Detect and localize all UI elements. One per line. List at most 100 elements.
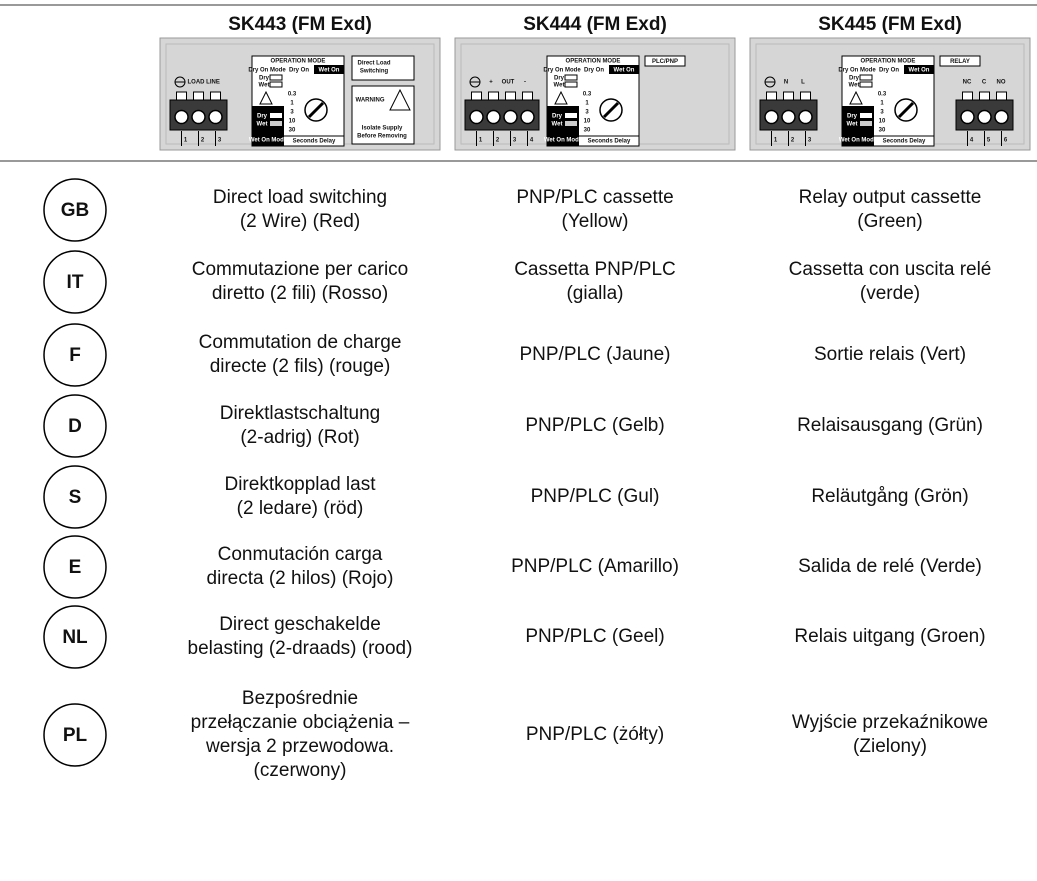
- panel-label: 5: [987, 138, 991, 144]
- terminal-screw: [977, 109, 992, 125]
- panel-label: RELAY: [950, 59, 970, 65]
- panel-label: Wet: [259, 83, 270, 89]
- cell-text: Salida de relé (Verde): [798, 556, 982, 577]
- cell-text: PNP/PLC (żółty): [526, 724, 664, 745]
- panel-label: Wet: [552, 122, 563, 128]
- terminal-slot: [210, 91, 221, 101]
- panel-label: 6: [1004, 138, 1008, 144]
- cell-text: directe (2 fils) (rouge): [210, 356, 391, 377]
- terminal-slot: [996, 91, 1007, 101]
- terminal-slot: [176, 91, 187, 101]
- terminal-slot: [766, 91, 777, 101]
- cell-text: PNP/PLC (Jaune): [519, 344, 670, 365]
- terminal-slot: [471, 91, 482, 101]
- panel-label: Seconds Delay: [883, 139, 926, 145]
- language-code: NL: [62, 627, 88, 648]
- terminal-screw: [764, 109, 779, 125]
- language-badge: [43, 703, 107, 767]
- panel-label: 3: [513, 138, 517, 144]
- panel-label: 3: [880, 110, 884, 116]
- terminal-slot: [488, 91, 499, 101]
- cell-text: Reläutgång (Grön): [811, 486, 968, 507]
- panel-label: Wet: [257, 122, 268, 128]
- warning-icon: [849, 90, 863, 105]
- panel-label: +: [489, 80, 493, 86]
- cell-text: wersja 2 przewodowa.: [205, 736, 394, 757]
- indicator: [269, 81, 283, 88]
- panel-label: Isolate Supply: [362, 126, 403, 132]
- indicator: [860, 121, 872, 126]
- warning-box: [351, 85, 415, 145]
- language-code: S: [69, 487, 82, 508]
- cell-text: PNP/PLC (Gul): [531, 486, 660, 507]
- panel-label: Dry On: [584, 68, 604, 74]
- terminal-slot: [193, 91, 204, 101]
- panel-label: 0.3: [583, 92, 592, 98]
- panel-label: Dry: [552, 114, 563, 120]
- cell-text: (2 ledare) (röd): [237, 498, 364, 519]
- indicator: [860, 113, 872, 118]
- panel-label: WARNING: [356, 98, 385, 104]
- panel-label: N: [784, 80, 788, 86]
- indicator: [269, 74, 283, 81]
- cell-text: Cassetta PNP/PLC: [514, 259, 676, 280]
- cell-text: diretto (2 fili) (Rosso): [212, 283, 388, 304]
- panel-label: 3: [585, 110, 589, 116]
- panel-label: Wet: [554, 83, 565, 89]
- indicator: [565, 121, 577, 126]
- panel-label: Wet: [847, 122, 858, 128]
- wet-on-box: [609, 65, 639, 74]
- panel-label: Wet On Mode: [544, 138, 583, 144]
- cell-text: (czerwony): [254, 760, 347, 781]
- panel-label: PLC/PNP: [652, 59, 678, 65]
- panel-label: 1: [585, 101, 589, 107]
- panel-label: OPERATION MODE: [271, 59, 326, 65]
- language-code: E: [69, 557, 82, 578]
- cell-text: Bezpośrednie: [242, 688, 358, 709]
- language-badge: [43, 250, 107, 314]
- panel-label: Wet On: [614, 68, 635, 74]
- panel-label: LINE: [206, 80, 220, 86]
- cell-text: PNP/PLC (Amarillo): [511, 556, 679, 577]
- panel-label: NO: [997, 80, 1006, 86]
- cell-text: (gialla): [566, 283, 623, 304]
- language-code: PL: [63, 725, 88, 746]
- panel-label: L: [801, 80, 805, 86]
- language-code: F: [69, 345, 81, 366]
- language-badge: [43, 535, 107, 599]
- terminal-screw: [960, 109, 975, 125]
- cell-text: (2-adrig) (Rot): [240, 427, 359, 448]
- indicator: [270, 113, 282, 118]
- warning-icon: [259, 90, 273, 105]
- cell-text: Conmutación carga: [218, 544, 383, 565]
- panel-label: Dry On: [879, 68, 899, 74]
- warning-icon: [389, 88, 411, 111]
- panel-label: 4: [530, 138, 534, 144]
- cell-text: Direct geschakelde: [219, 614, 381, 635]
- panel-label: 1: [479, 138, 483, 144]
- panel-label: OPERATION MODE: [566, 59, 621, 65]
- terminal-screw: [781, 109, 796, 125]
- terminal-screw: [520, 109, 535, 125]
- cell-text: Wyjście przekaźnikowe: [792, 712, 988, 733]
- terminal-slot: [505, 91, 516, 101]
- language-badge: [43, 394, 107, 458]
- terminal-slot: [979, 91, 990, 101]
- panel-label: Wet On Mode: [839, 138, 878, 144]
- cell-text: Sortie relais (Vert): [814, 344, 966, 365]
- cell-text: (2 Wire) (Red): [240, 211, 360, 232]
- terminal-slot: [800, 91, 811, 101]
- panel-label: Dry On Mode: [543, 68, 581, 74]
- language-code: GB: [61, 200, 90, 221]
- panel-label: OUT: [502, 80, 515, 86]
- terminal-screw: [191, 109, 206, 125]
- terminal-slot: [522, 91, 533, 101]
- panel-label: Dry: [849, 76, 860, 82]
- tag-box: [939, 55, 981, 67]
- panel-label: Dry On Mode: [248, 68, 286, 74]
- indicator: [270, 121, 282, 126]
- tag-box: [644, 55, 686, 67]
- language-badge: [43, 178, 107, 242]
- terminal-screw: [469, 109, 484, 125]
